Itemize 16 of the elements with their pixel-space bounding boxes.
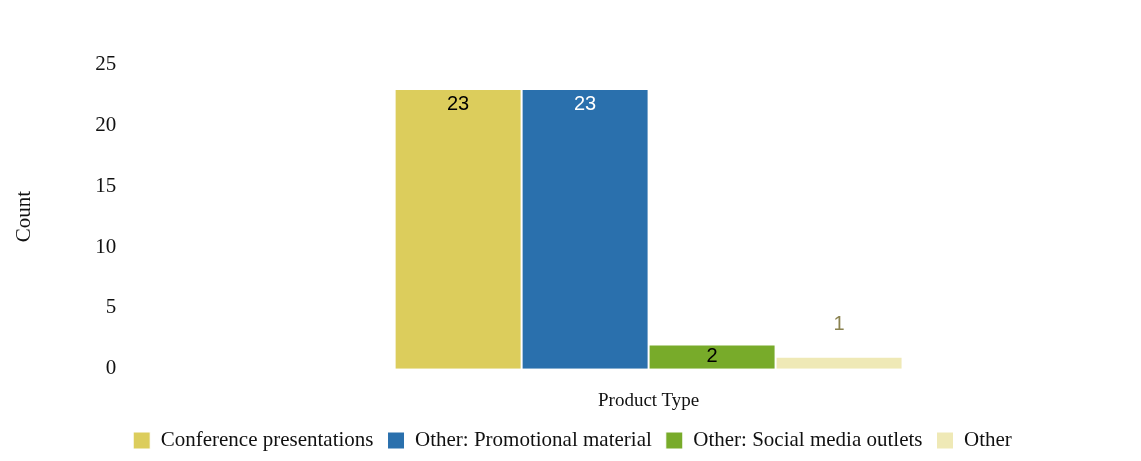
- y-tick-label: 20: [95, 111, 117, 136]
- data-label: 23: [573, 92, 597, 115]
- data-label: 2: [706, 344, 718, 367]
- y-tick-label: 25: [95, 51, 117, 76]
- y-tick-label: 0: [105, 355, 117, 380]
- y-tick-label: 10: [95, 233, 117, 258]
- legend-label: Other: [963, 427, 1012, 452]
- legend-label: Other: Promotional material: [415, 427, 652, 452]
- x-axis-title: Product Type: [597, 388, 700, 410]
- data-label: 1: [833, 312, 845, 335]
- y-axis-title: Count: [11, 190, 36, 243]
- y-tick-label: 15: [95, 172, 117, 197]
- data-label: 23: [447, 92, 470, 115]
- legend-label: Conference presentations: [160, 427, 374, 452]
- legend-label: Other: Social media outlets: [693, 427, 923, 452]
- y-tick-label: 5: [105, 294, 117, 319]
